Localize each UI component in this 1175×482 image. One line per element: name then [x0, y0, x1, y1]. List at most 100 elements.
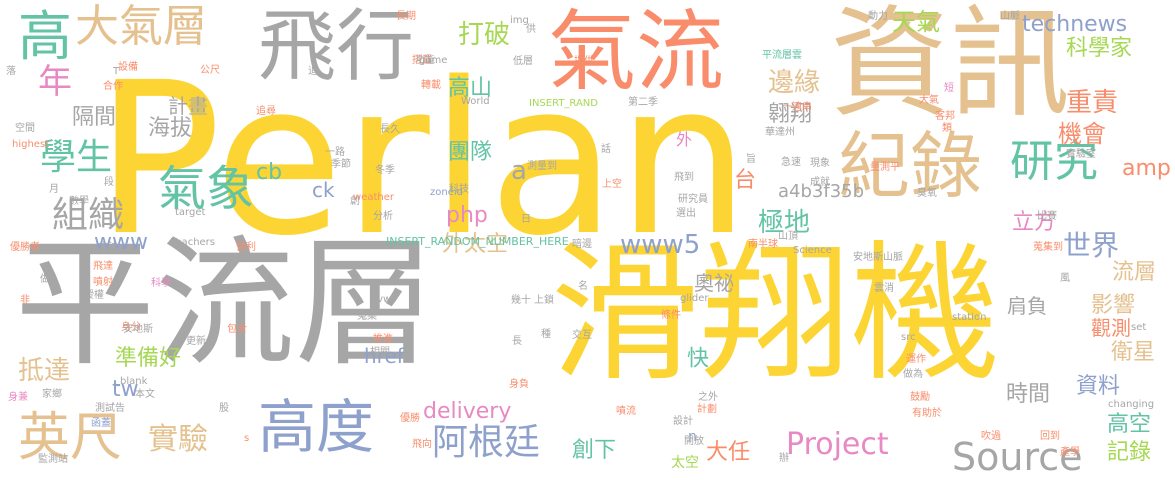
- word-128: 現象: [810, 158, 830, 169]
- word-game: game: [419, 55, 448, 66]
- word-t: T: [113, 66, 120, 77]
- word-amp: amp: [1122, 156, 1171, 181]
- word-187: 長: [512, 336, 522, 347]
- word-84: 一連串: [782, 102, 812, 113]
- word-98: 產學: [1060, 447, 1080, 458]
- word-133: 飛到: [674, 172, 694, 183]
- word-174: 更新: [186, 336, 206, 347]
- word-8: 高: [18, 5, 72, 68]
- word-140: 安地斯山脈: [853, 252, 903, 263]
- word-99: 回到: [1040, 431, 1060, 442]
- word-176: 辦: [779, 453, 789, 464]
- word-39: 海拔: [148, 116, 193, 141]
- word-70: 轉載: [421, 80, 441, 91]
- word-173: 包含: [227, 324, 247, 335]
- word-162: 科技: [449, 184, 469, 195]
- word-163: 暗邊: [572, 239, 592, 250]
- word-16: 實驗: [148, 422, 208, 457]
- word-project: Project: [786, 427, 889, 462]
- word-85: 科學: [151, 278, 171, 289]
- word-6: 紀錄: [838, 124, 983, 208]
- word-104: 之外: [698, 392, 718, 403]
- word-53: 觀測: [1091, 316, 1131, 340]
- word-71: 設備: [118, 62, 138, 73]
- word-station: station: [952, 312, 987, 323]
- word-89: 飛達: [93, 261, 113, 272]
- word-88: 噴射: [93, 277, 113, 288]
- word-56: 高空: [1107, 412, 1152, 437]
- word-teachers: Teachers: [171, 237, 215, 248]
- word-137: 做為: [903, 369, 923, 380]
- word-13: 組織: [52, 195, 125, 236]
- word-zoneid: zoneid: [430, 187, 463, 198]
- word-changing: changing: [1108, 399, 1155, 410]
- word-74: 空間: [15, 123, 35, 134]
- word-25: 邊緣: [768, 68, 821, 98]
- word-26: 翱翔: [768, 102, 813, 127]
- word-29: 機會: [1058, 120, 1106, 148]
- word-144: 實驗室: [1066, 149, 1096, 160]
- word-src: src: [901, 332, 916, 343]
- word-23: 打破: [458, 20, 511, 50]
- word-159: 名: [578, 281, 588, 292]
- word-127: 成就: [810, 177, 830, 188]
- word-55: 資料: [1076, 374, 1121, 399]
- word-9: 年: [38, 62, 72, 102]
- word-91: 非: [20, 295, 30, 306]
- word-108: 身兼: [8, 392, 28, 403]
- word-32: 立方: [1012, 210, 1057, 235]
- word-145: 比賽: [1037, 211, 1057, 222]
- word-highest: highest: [12, 139, 50, 150]
- word-141: 南半球: [748, 239, 778, 250]
- word-186: 長久: [380, 124, 400, 135]
- word-3: 資訊: [830, 0, 1070, 134]
- word-100: 吹過: [981, 431, 1001, 442]
- word-172: 段: [104, 177, 114, 188]
- word-83: 類: [942, 123, 952, 134]
- word-77: 低層: [513, 56, 533, 67]
- word-science: Science: [793, 245, 832, 256]
- word-95: 監測站: [38, 454, 68, 465]
- word-102: 鼓勵: [910, 392, 930, 403]
- word-166: 量測平: [870, 162, 900, 173]
- word-153: 營利: [236, 242, 256, 253]
- word-54: 衛星: [1111, 340, 1156, 365]
- word-28: 科學家: [1066, 36, 1133, 61]
- word-59: 奧祕: [694, 271, 734, 295]
- word-s: s: [244, 433, 250, 444]
- word-7: 大氣層: [75, 1, 207, 52]
- word-target: target: [175, 207, 206, 218]
- word-blank: _blank: [115, 376, 148, 387]
- word-101: 有助於: [912, 408, 942, 419]
- word-41: 高山: [448, 76, 493, 101]
- word-php: php: [446, 203, 488, 228]
- word-151: 方法: [98, 242, 118, 253]
- word-11: 研究: [1010, 136, 1098, 187]
- word-129: 測量到: [527, 161, 557, 172]
- word-179: 第二季: [628, 97, 658, 108]
- word-148: 冬季: [375, 165, 395, 176]
- word-138: 雲消: [874, 283, 894, 294]
- word-160: 一路: [325, 147, 345, 158]
- word-a: a: [511, 156, 527, 186]
- word-5: 飛行: [258, 2, 415, 92]
- word-49: 快: [683, 346, 708, 368]
- word-146: 蒐集: [357, 311, 377, 322]
- word-ck: ck: [312, 178, 335, 202]
- word-a4b3f35b: a4b3f35b: [778, 181, 865, 202]
- word-38: 計畫: [168, 94, 208, 118]
- word-45: 準備好: [115, 346, 182, 371]
- word-94: 測試告: [95, 403, 125, 414]
- word-90: 做: [40, 274, 50, 285]
- word-73: 公尺: [200, 65, 220, 76]
- word-178: 追尋: [256, 106, 276, 117]
- word-tw: tw: [112, 377, 139, 402]
- word-img: img: [510, 15, 529, 26]
- word-world: World: [461, 96, 490, 107]
- word-80: 短: [944, 83, 954, 94]
- word-177: 動力: [868, 11, 888, 22]
- word-81: 大氣: [919, 95, 939, 106]
- word-161: 創: [350, 196, 360, 207]
- word-93: 本文: [135, 389, 155, 400]
- word-www5: www5: [620, 230, 701, 260]
